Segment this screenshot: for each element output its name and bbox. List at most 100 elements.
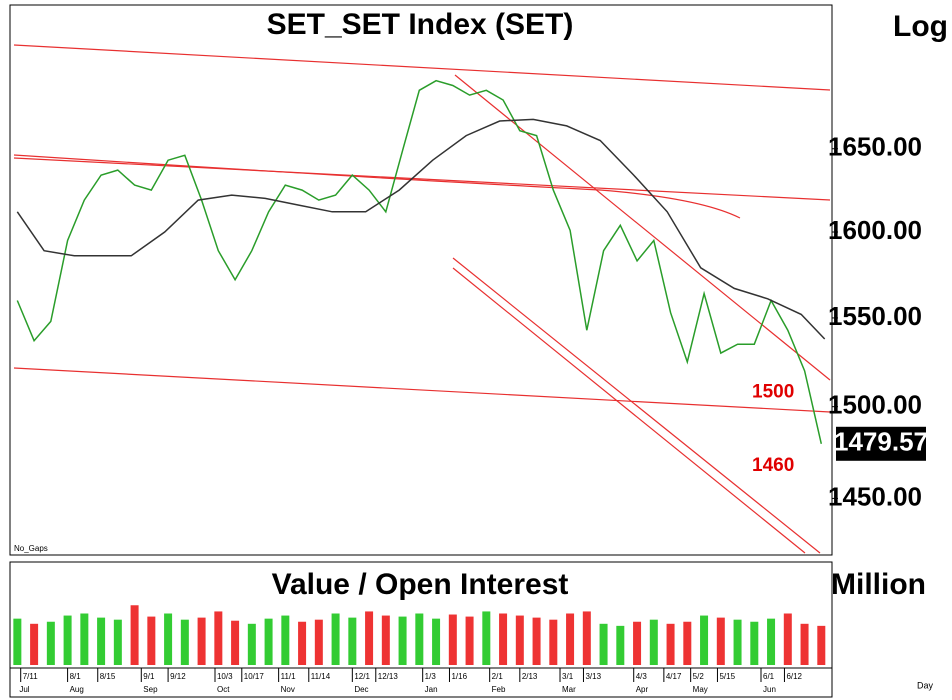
month-label: Aug	[70, 685, 84, 694]
volume-bar	[214, 611, 223, 665]
month-label: Apr	[636, 685, 649, 694]
volume-bar	[616, 625, 625, 665]
volume-bar	[46, 621, 55, 665]
x-tick-label: 6/1	[763, 672, 775, 681]
volume-bar	[599, 623, 608, 665]
volume-bar	[716, 617, 725, 665]
x-tick-label: 12/13	[378, 672, 399, 681]
x-tick-label: 1/3	[425, 672, 437, 681]
month-label: Feb	[492, 685, 506, 694]
volume-bar	[465, 616, 474, 665]
month-label: Jan	[425, 685, 438, 694]
x-tick-label: 11/14	[311, 672, 331, 681]
x-tick-label: 2/13	[522, 672, 538, 681]
month-label: May	[693, 685, 708, 694]
x-tick-label: 5/2	[693, 672, 705, 681]
volume-bar	[432, 618, 441, 665]
trend-line	[13, 157, 831, 201]
x-tick-label: 5/15	[719, 672, 735, 681]
volume-bar	[231, 620, 240, 665]
volume-bar	[633, 621, 642, 665]
volume-title: Value / Open Interest	[272, 568, 569, 601]
annotation: 1500	[752, 382, 794, 403]
volume-bar	[97, 617, 106, 665]
y-tick-label: 1500.00	[828, 390, 922, 420]
volume-bar	[63, 615, 72, 665]
month-label: Sep	[143, 685, 158, 694]
volume-bar	[448, 614, 457, 665]
volume-bar	[767, 618, 776, 665]
volume-bar	[783, 613, 792, 665]
volume-bar	[482, 611, 491, 665]
volume-bar	[582, 611, 591, 665]
x-tick-label: 9/12	[170, 672, 186, 681]
volume-bar	[750, 621, 759, 665]
volume-bar	[147, 616, 156, 665]
volume-bar	[13, 618, 22, 665]
chart-title: SET_SET Index (SET)	[267, 8, 574, 41]
volume-bar	[515, 615, 524, 665]
volume-bar	[130, 605, 139, 665]
volume-bar	[281, 615, 290, 665]
month-label: Mar	[562, 685, 576, 694]
volume-bar	[499, 613, 508, 665]
month-label: Dec	[354, 685, 368, 694]
x-tick-label: 9/1	[143, 672, 155, 681]
volume-bar	[331, 613, 340, 665]
volume-bar	[365, 611, 374, 665]
volume-bar	[247, 623, 256, 665]
trend-line	[452, 257, 821, 554]
volume-bar	[381, 615, 390, 665]
volume-bar	[700, 615, 709, 665]
x-tick-label: 4/3	[636, 672, 648, 681]
y-tick-label: 1650.00	[828, 132, 922, 162]
month-label: Oct	[217, 685, 230, 694]
x-tick-label: 2/1	[492, 672, 504, 681]
volume-bar	[666, 623, 675, 665]
volume-bar	[549, 619, 558, 665]
month-label: Jul	[19, 685, 29, 694]
x-tick-label: 3/1	[562, 672, 574, 681]
x-tick-label: 11/1	[281, 672, 297, 681]
volume-bar	[566, 613, 575, 665]
x-tick-label: 1/16	[451, 672, 467, 681]
volume-bar	[800, 623, 809, 665]
x-tick-label: 3/13	[585, 672, 601, 681]
volume-bar	[197, 617, 206, 665]
volume-bar	[113, 619, 122, 665]
volume-bar	[30, 623, 39, 665]
volume-bar	[532, 617, 541, 665]
month-label: Nov	[281, 685, 295, 694]
volume-bar	[80, 613, 89, 665]
x-tick-label: 8/15	[100, 672, 116, 681]
period-label: Day	[917, 680, 934, 690]
volume-bar	[314, 619, 323, 665]
volume-bar	[817, 625, 826, 665]
x-tick-label: 8/1	[70, 672, 82, 681]
volume-bar	[164, 613, 173, 665]
x-tick-label: 10/17	[244, 672, 265, 681]
month-label: Jun	[763, 685, 776, 694]
volume-bar	[683, 621, 692, 665]
trend-line	[452, 267, 806, 554]
volume-bar	[348, 617, 357, 665]
trend-line	[13, 44, 831, 91]
date-strip	[9, 667, 833, 698]
x-tick-label: 6/12	[786, 672, 802, 681]
trend-curve	[13, 154, 741, 219]
trend-lines	[13, 44, 831, 554]
trend-line	[13, 367, 831, 413]
last-value-label: 1479.57	[834, 427, 928, 457]
x-tick-label: 10/3	[217, 672, 233, 681]
annotation: 1460	[752, 455, 794, 476]
y-tick-label: 1450.00	[828, 481, 922, 511]
volume-bar	[398, 616, 407, 665]
price-panel	[9, 4, 833, 556]
scale-label: Log	[893, 10, 948, 43]
x-tick-label: 12/1	[354, 672, 370, 681]
x-tick-label: 4/17	[666, 672, 682, 681]
volume-bar	[180, 619, 189, 665]
volume-bar	[298, 621, 307, 665]
y-tick-label: 1600.00	[828, 215, 922, 245]
